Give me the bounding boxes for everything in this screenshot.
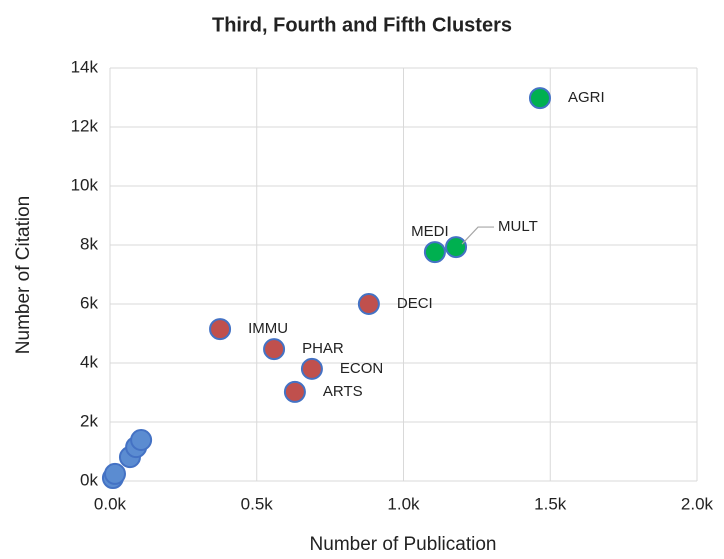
point-label: MEDI: [411, 223, 449, 240]
point-label: AGRI: [568, 89, 605, 106]
y-tick-label: 10k: [71, 175, 99, 194]
point-label: PHAR: [302, 340, 344, 357]
point: [103, 462, 126, 485]
point-label: ARTS: [323, 383, 363, 400]
y-tick-label: 0k: [80, 470, 98, 489]
y-tick-label: 4k: [80, 352, 98, 371]
y-tick-label: 12k: [71, 116, 99, 135]
y-tick-label: 6k: [80, 293, 98, 312]
y-axis-label: Number of Citation: [13, 196, 34, 354]
y-tick-label: 14k: [71, 57, 99, 76]
point: [283, 380, 306, 403]
point: [445, 236, 468, 259]
point: [130, 428, 153, 451]
y-tick-label: 2k: [80, 411, 98, 430]
point-label: MULT: [498, 218, 538, 235]
point: [209, 318, 232, 341]
x-axis-label: Number of Publication: [310, 534, 497, 555]
point: [528, 87, 551, 110]
x-tick-label: 1.0k: [387, 494, 420, 513]
point: [300, 357, 323, 380]
point: [263, 338, 286, 361]
x-tick-label: 0.0k: [94, 494, 127, 513]
point: [423, 241, 446, 264]
point-label: ECON: [340, 360, 383, 377]
point-label: DECI: [397, 295, 433, 312]
leader-line: [461, 226, 495, 245]
x-tick-label: 0.5k: [241, 494, 274, 513]
x-tick-label: 2.0k: [681, 494, 714, 513]
point: [357, 293, 380, 315]
y-tick-label: 8k: [80, 234, 98, 253]
x-tick-label: 1.5k: [534, 494, 567, 513]
point-label: IMMU: [248, 320, 288, 337]
chart-title: Third, Fourth and Fifth Clusters: [212, 14, 512, 36]
